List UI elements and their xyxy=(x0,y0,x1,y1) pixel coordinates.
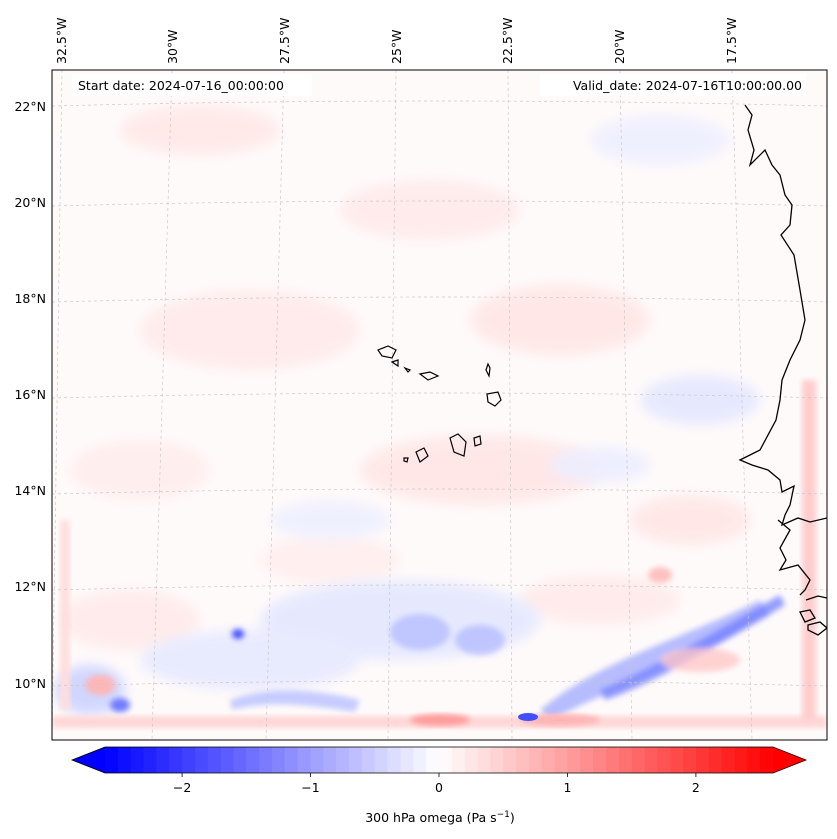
colorbar-title: 300 hPa omega (Pa s−1) xyxy=(365,810,515,825)
colorbar-cell xyxy=(169,747,183,773)
colorbar-cell xyxy=(606,747,620,773)
colorbar-cell xyxy=(554,747,569,773)
colorbar-cell xyxy=(734,747,748,773)
lon-label: 22.5°W xyxy=(500,18,515,64)
colorbar-tick-label: −1 xyxy=(301,780,319,795)
coastline xyxy=(738,104,827,636)
lon-label: 30°W xyxy=(165,29,180,64)
colorbar-cell xyxy=(259,747,273,773)
longitude-labels: 32.5°W 30°W 27.5°W 25°W 22.5°W 20°W 17.5… xyxy=(54,18,739,64)
colorbar-cell xyxy=(374,747,389,773)
colorbar-cell xyxy=(310,747,324,773)
lon-label: 25°W xyxy=(389,29,404,64)
colorbar-cell xyxy=(760,747,774,773)
colorbar-cell xyxy=(413,747,427,773)
map-frame xyxy=(51,69,828,741)
colorbar-cell xyxy=(336,747,350,773)
colorbar-extend-high xyxy=(773,747,806,773)
lat-label: 12°N xyxy=(14,579,46,594)
colorbar-cell xyxy=(284,747,299,773)
colorbar-cell xyxy=(220,747,235,773)
colorbar-cell xyxy=(105,747,119,773)
colorbar-cell xyxy=(361,747,376,773)
colorbar-tick-label: −2 xyxy=(173,780,191,795)
omega-field xyxy=(52,105,827,728)
colorbar-cell xyxy=(503,747,517,773)
lat-label: 16°N xyxy=(14,387,46,402)
start-date-label: Start date: 2024-07-16_00:00:00 xyxy=(78,78,284,93)
colorbar-cell xyxy=(631,747,646,773)
colorbar-cell xyxy=(528,747,543,773)
colorbar: −2 −1 0 1 2 300 hPa omega (Pa s−1) xyxy=(70,746,808,825)
lon-label: 32.5°W xyxy=(54,18,69,64)
colorbar-tick-label: 0 xyxy=(435,780,443,795)
valid-date-label: Valid_date: 2024-07-16T10:00:00.00 xyxy=(573,78,802,93)
colorbar-cell xyxy=(439,747,453,773)
info-banner: Start date: 2024-07-16_00:00:00 Valid_da… xyxy=(72,74,806,96)
colorbar-cell xyxy=(400,747,414,773)
colorbar-cell xyxy=(451,747,466,773)
colorbar-cell xyxy=(297,747,312,773)
colorbar-cells xyxy=(105,747,774,773)
colorbar-cell xyxy=(747,747,761,773)
colorbar-cell xyxy=(490,747,504,773)
colorbar-cell xyxy=(207,747,222,773)
lon-label: 27.5°W xyxy=(277,18,292,64)
colorbar-cell xyxy=(567,747,581,773)
cape-verde-islands xyxy=(377,345,502,463)
lat-label: 18°N xyxy=(14,291,46,306)
colorbar-cell xyxy=(683,747,697,773)
colorbar-cell xyxy=(246,747,260,773)
colorbar-cell xyxy=(387,747,402,773)
lat-label: 14°N xyxy=(14,483,46,498)
colorbar-cell xyxy=(541,747,556,773)
colorbar-tick-label: 1 xyxy=(564,780,572,795)
colorbar-cell xyxy=(670,747,684,773)
colorbar-tick-label: 2 xyxy=(692,780,700,795)
colorbar-cell xyxy=(464,747,479,773)
colorbar-cell xyxy=(426,747,440,773)
colorbar-cell xyxy=(130,747,145,773)
colorbar-cell xyxy=(657,747,671,773)
colorbar-cell xyxy=(593,747,607,773)
colorbar-cell xyxy=(156,747,170,773)
colorbar-cell xyxy=(644,747,658,773)
lat-label: 22°N xyxy=(14,99,46,114)
colorbar-extend-low xyxy=(72,747,105,773)
colorbar-cell xyxy=(182,747,196,773)
colorbar-cell xyxy=(695,747,710,773)
lat-label: 10°N xyxy=(14,676,46,691)
lat-label: 20°N xyxy=(14,195,46,210)
colorbar-cell xyxy=(233,747,247,773)
colorbar-cell xyxy=(708,747,723,773)
colorbar-cell xyxy=(272,747,286,773)
colorbar-cell xyxy=(323,747,337,773)
colorbar-outline xyxy=(70,746,808,774)
colorbar-cell xyxy=(349,747,363,773)
colorbar-cell xyxy=(618,747,633,773)
lon-label: 20°W xyxy=(612,29,627,64)
colorbar-cell xyxy=(117,747,132,773)
gridlines xyxy=(52,70,827,740)
map-panel: Start date: 2024-07-16_00:00:00 Valid_da… xyxy=(14,18,828,741)
colorbar-cell xyxy=(721,747,736,773)
colorbar-ticks: −2 −1 0 1 2 xyxy=(173,773,700,795)
colorbar-cell xyxy=(516,747,530,773)
colorbar-cell xyxy=(194,747,209,773)
colorbar-cell xyxy=(143,747,157,773)
colorbar-cell xyxy=(580,747,594,773)
latitude-labels: 22°N 20°N 18°N 16°N 14°N 12°N 10°N xyxy=(14,99,46,691)
colorbar-cell xyxy=(477,747,491,773)
lon-label: 17.5°W xyxy=(724,18,739,64)
